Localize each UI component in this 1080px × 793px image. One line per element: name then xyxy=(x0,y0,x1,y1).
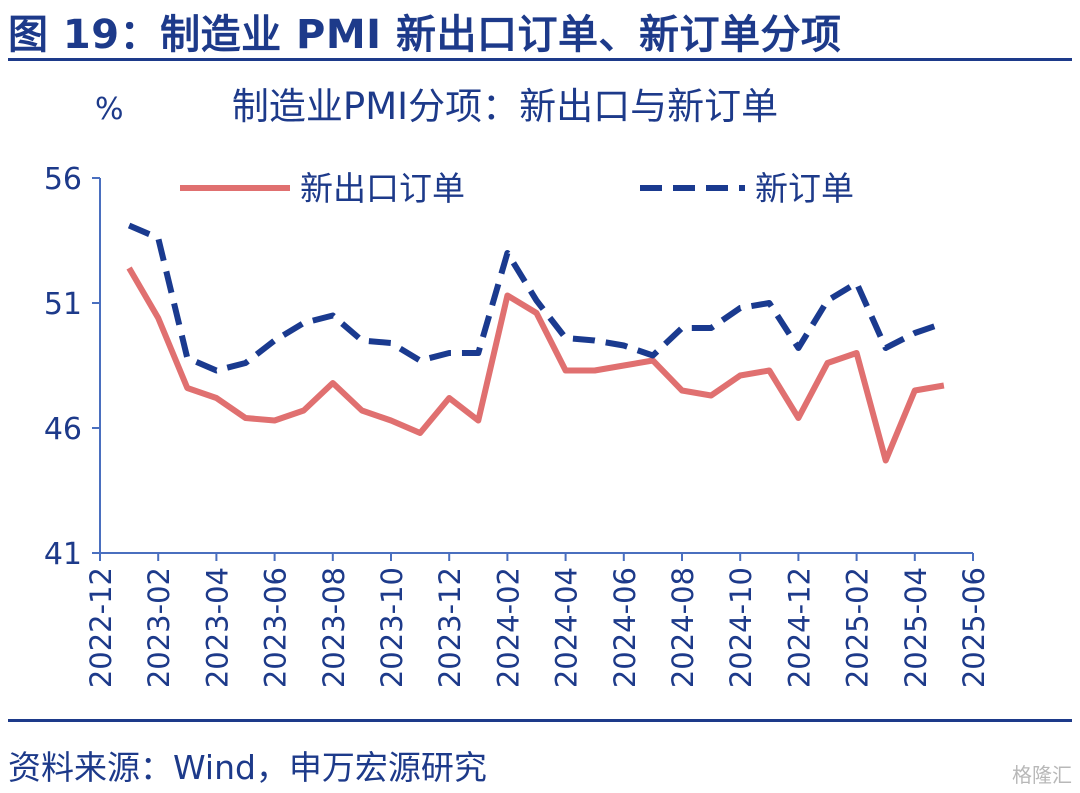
series-line-1 xyxy=(127,222,945,374)
y-tick-label: 46 xyxy=(44,412,82,447)
axes-group: 41 46 51 56 2022-12 2023-02 2023-04 2023-06 2023… xyxy=(44,162,991,688)
x-tick-label: 2024-08 xyxy=(666,567,700,688)
x-tick-label: 2023-12 xyxy=(433,567,467,688)
x-tick-label: 2024-06 xyxy=(608,567,642,688)
series-group xyxy=(126,222,945,464)
x-tick-label: 2024-10 xyxy=(724,567,758,688)
x-tick-label: 2025-04 xyxy=(899,567,933,688)
x-tick-label: 2023-02 xyxy=(142,567,176,688)
chart-title: 制造业PMI分项：新出口与新订单 xyxy=(232,85,778,128)
legend-label-1: 新订单 xyxy=(755,169,854,208)
x-tick-label: 2023-10 xyxy=(375,567,409,688)
footer-divider xyxy=(8,719,1072,722)
y-tick-label: 51 xyxy=(44,287,82,322)
series-line-0 xyxy=(126,266,945,464)
x-tick-label: 2023-04 xyxy=(200,567,234,688)
y-tick-label: 41 xyxy=(44,537,82,572)
title-divider xyxy=(8,58,1072,61)
watermark: 格隆汇 xyxy=(1012,763,1072,787)
legend: 新出口订单 新订单 xyxy=(180,169,854,208)
x-tick-label: 2024-12 xyxy=(782,567,816,688)
x-tick-label: 2023-08 xyxy=(317,567,351,688)
y-tick-label: 56 xyxy=(44,162,82,197)
y-axis-unit-label: % xyxy=(95,92,124,127)
x-tick-label: 2025-02 xyxy=(841,567,875,688)
x-tick-label: 2022-12 xyxy=(84,567,118,688)
figure-title: 图 19：制造业 PMI 新出口订单、新订单分项 xyxy=(8,12,842,58)
x-tick-label: 2024-04 xyxy=(550,567,584,688)
legend-label-0: 新出口订单 xyxy=(300,169,465,208)
x-tick-label: 2025-06 xyxy=(957,567,991,688)
x-tick-label: 2024-02 xyxy=(491,567,525,688)
x-tick-label: 2023-06 xyxy=(259,567,293,688)
source-note: 资料来源：Wind，申万宏源研究 xyxy=(8,748,487,787)
